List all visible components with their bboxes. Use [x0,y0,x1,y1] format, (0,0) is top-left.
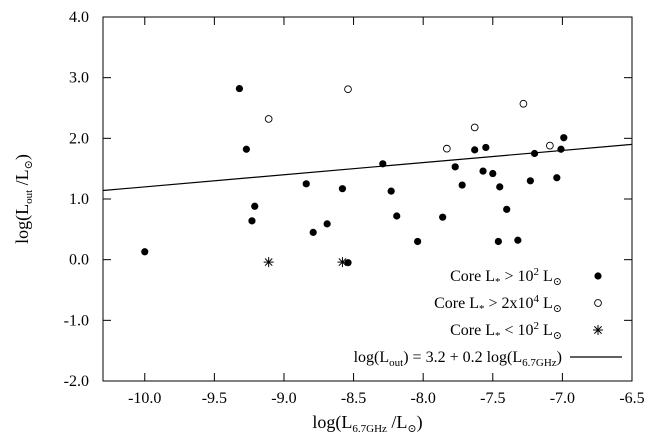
open-circle-point [344,85,352,94]
legend-asterisk-swatch [593,325,603,335]
legend-open-circle-swatch [594,299,602,307]
filled-circle-point [338,185,347,193]
x-tick-label: -8.0 [411,390,436,407]
filled-circle-point [458,181,466,189]
asterisk-point [263,257,274,268]
filled-circle-point [387,187,395,195]
y-tick-label: 2.0 [69,130,89,147]
y-axis-title: log(Lout /L⊙) [12,154,35,244]
tick-labels-layer: -10.0 -9.5 -9.0 -8.5 -8.0 -7.5 -7.0 -6.5 -2.0 -1.… [64,9,645,407]
x-tick-label: -9.0 [271,390,296,407]
y-tick-label: 0.0 [69,252,89,269]
filled-circle-point [557,145,565,153]
data-points-layer [141,84,568,268]
fit-line-layer [102,143,633,192]
y-tick-label: -1.0 [64,312,89,329]
open-circle-point [519,99,528,108]
legend-label: Core L*​ < 102​ L⊙​ [450,320,562,342]
filled-circle-point [323,220,331,228]
filled-circle-point [526,177,534,185]
y-tick-label: 1.0 [69,191,89,208]
x-tick-label: -7.0 [550,390,575,407]
asterisk-stroke [594,326,602,334]
asterisk-point [337,257,348,268]
legend-label: Core L*​ > 2x104​ L⊙​ [434,293,562,315]
x-tick-label: -10.0 [128,390,161,407]
filled-circle-point [414,237,422,246]
filled-circle-point [482,143,490,152]
filled-circle-point [494,237,502,246]
x-tick-label: -7.5 [480,390,505,407]
asterisk-stroke [264,258,273,267]
filled-circle-point [141,248,149,256]
filled-circle-point [560,134,568,142]
filled-circle-point [379,160,387,168]
filled-circle-point [242,145,250,153]
x-tick-label: -8.5 [341,390,366,407]
x-axis-title: log(L6.7GHz /L⊙) [312,412,422,435]
fit-line [102,143,633,192]
filled-circle-point [489,169,497,178]
legend-filled-circle-swatch [594,272,602,280]
filled-circle-point [451,163,459,171]
legend-label: log(Lout​) = 3.2 + 0.2 log(L6.7GHz​) [354,349,562,369]
filled-circle-point [439,213,447,221]
filled-circle-point [309,228,317,236]
filled-circle-point [235,84,244,93]
legend-label: Core L*​ > 102​ L⊙​ [450,266,562,288]
filled-circle-point [471,146,479,154]
open-circle-point [470,123,479,132]
filled-circle-point [553,174,561,182]
filled-circle-point [530,149,539,158]
filled-circle-point [479,167,487,175]
filled-circle-point [302,180,310,188]
filled-circle-point [496,183,504,191]
x-tick-label: -9.5 [202,390,227,407]
filled-circle-point [393,212,401,220]
legend: Core L*​ > 102​ L⊙​ Core L*​ > 2x104​ L⊙​… [354,266,622,369]
y-tick-label: -2.0 [64,373,89,390]
filled-circle-point [251,202,259,210]
filled-circle-point [344,259,352,267]
open-circle-point [546,141,554,150]
filled-circle-point [248,217,256,225]
asterisk-stroke [338,258,347,267]
open-circle-point [264,115,273,123]
axis-ticks-layer [103,16,633,382]
y-tick-label: 4.0 [69,9,89,26]
filled-circle-point [514,236,522,244]
x-tick-label: -6.5 [619,390,644,407]
y-tick-label: 3.0 [69,70,89,87]
filled-circle-point [503,205,511,213]
open-circle-point [443,144,451,153]
